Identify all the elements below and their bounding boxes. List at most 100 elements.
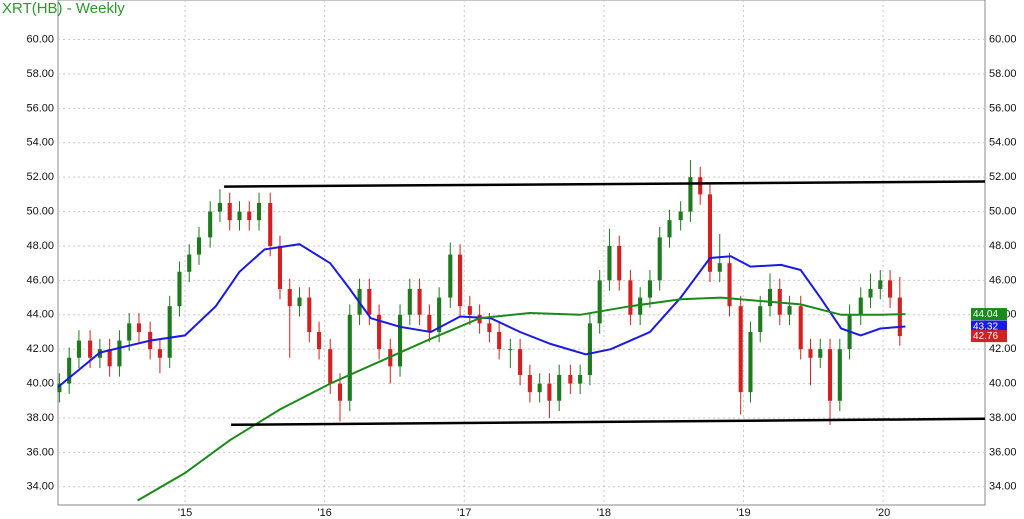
candle-body (307, 297, 312, 332)
trendline (231, 417, 986, 427)
plot-frame (57, 0, 986, 506)
y-tick-label: 50.00 (26, 205, 54, 217)
candle-body (868, 288, 873, 298)
candle-body (217, 202, 222, 212)
candle-body (67, 357, 72, 384)
y-tick-label-right: 54.00 (989, 137, 1017, 149)
y-tick-label: 54.00 (26, 137, 54, 149)
y-tick-label-right: 48.00 (989, 240, 1017, 252)
chart-title: XRT(HB) - Weekly (2, 0, 125, 17)
candle-body (808, 349, 813, 358)
candle-body (518, 349, 523, 375)
candle-body (88, 340, 93, 358)
y-tick-label: 36.00 (26, 446, 54, 458)
candle-body (748, 331, 753, 393)
y-tick-label: 42.00 (26, 343, 54, 355)
candle-body (458, 254, 463, 307)
candle-body (578, 374, 583, 384)
x-tick-label: '18 (597, 507, 611, 519)
candle-body (698, 177, 703, 195)
y-tick-label: 34.00 (26, 481, 54, 493)
price-tag-label: 42.76 (973, 331, 998, 342)
candle-body (467, 306, 472, 315)
y-tick-label-right: 52.00 (989, 171, 1017, 183)
candle-body (897, 297, 902, 337)
candle-body (107, 349, 112, 367)
candle-body (767, 288, 773, 307)
candle-body (537, 383, 542, 393)
y-tick-label: 58.00 (26, 68, 54, 80)
candle-body (738, 306, 743, 393)
x-tick-label: '19 (736, 507, 750, 519)
candle-body (888, 280, 893, 298)
candle-body (57, 383, 62, 393)
candle-body (837, 349, 842, 401)
candle-body (157, 349, 162, 358)
candle-body (557, 374, 562, 401)
candle-body (647, 280, 652, 298)
y-tick-label-right: 50.00 (989, 205, 1017, 217)
y-tick-label-right: 46.00 (989, 274, 1017, 286)
trendline (224, 180, 986, 188)
candle-body (277, 245, 283, 289)
candle-body (227, 202, 232, 221)
candle-body (127, 323, 132, 341)
candle-body (717, 263, 722, 272)
candle-body (367, 288, 372, 315)
y-tick-label: 44.00 (26, 309, 54, 321)
candle-body (417, 288, 422, 315)
y-tick-label-right: 34.00 (989, 481, 1017, 493)
candle-body (727, 263, 732, 307)
candle-body (256, 202, 262, 221)
candle-body (287, 288, 292, 307)
candle-body (758, 306, 763, 332)
candle-body (317, 331, 322, 350)
candle-body (818, 349, 823, 358)
x-tick-label: '17 (457, 507, 471, 519)
y-tick-label: 52.00 (26, 171, 54, 183)
candle-body (688, 177, 693, 212)
moving-average (137, 296, 906, 502)
candle-body (858, 297, 863, 315)
y-tick-label-right: 42.00 (989, 343, 1017, 355)
candle-body (337, 383, 343, 401)
candle-body (297, 297, 302, 307)
y-tick-label: 48.00 (26, 240, 54, 252)
y-tick-label-right: 58.00 (989, 68, 1017, 80)
candle-body (247, 211, 252, 221)
candle-body (628, 280, 633, 315)
candle-body (347, 314, 352, 401)
price-tag (971, 308, 1007, 321)
candle-body (527, 374, 532, 393)
candle-body (707, 194, 713, 272)
price-tag (971, 330, 1007, 343)
price-tag-label: 43.32 (973, 322, 998, 333)
candle-body (407, 288, 412, 315)
candle-body (787, 306, 792, 315)
y-tick-label: 40.00 (26, 377, 54, 389)
candle-body (568, 374, 573, 384)
x-tick-label: '20 (876, 507, 890, 519)
candle-body (187, 254, 192, 272)
candle-body (487, 323, 492, 332)
candle-body (547, 383, 552, 401)
candle-body (167, 306, 172, 358)
price-tag-label: 44.04 (973, 309, 998, 320)
y-tick-label: 60.00 (26, 33, 54, 45)
candle-body (638, 297, 643, 315)
candle-body (397, 314, 403, 367)
candle-body (76, 340, 81, 358)
candle-body (437, 297, 442, 332)
y-tick-label: 38.00 (26, 412, 54, 424)
candle-body (328, 349, 333, 384)
candle-body (617, 245, 622, 281)
candle-body (827, 349, 833, 401)
candle-body (667, 220, 672, 238)
candle-body (508, 349, 513, 351)
y-tick-label: 46.00 (26, 274, 54, 286)
price-tag (971, 320, 1007, 333)
y-tick-label-right: 36.00 (989, 446, 1017, 458)
x-tick-label: '16 (317, 507, 331, 519)
y-tick-label-right: 40.00 (989, 377, 1017, 389)
